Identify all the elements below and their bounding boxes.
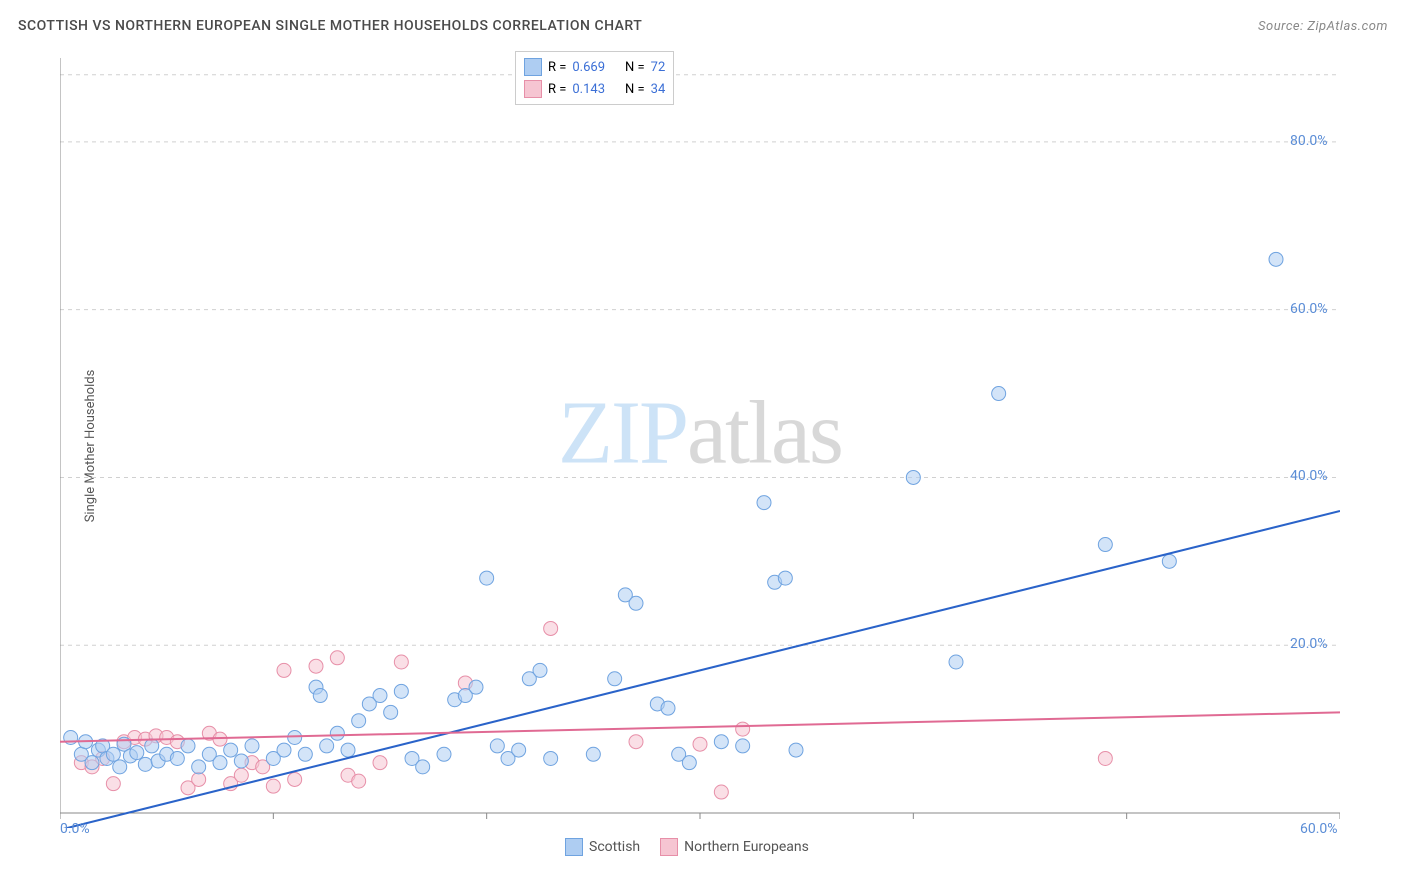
tick-label: 60.0% xyxy=(1300,821,1338,837)
legend-n-scottish: 72 xyxy=(651,60,666,75)
swatch-scottish xyxy=(524,58,542,76)
chart-source: Source: ZipAtlas.com xyxy=(1258,19,1388,34)
legend-n-northern: 34 xyxy=(651,82,666,97)
legend-item-scottish: Scottish xyxy=(565,838,640,856)
legend-r-label: R = xyxy=(548,60,566,75)
swatch-northern xyxy=(524,80,542,98)
legend-r-scottish: 0.669 xyxy=(572,60,605,75)
swatch-scottish-2 xyxy=(565,838,583,856)
legend-r-northern: 0.143 xyxy=(572,82,605,97)
legend-n-label2: N = xyxy=(625,82,645,97)
legend-r-label2: R = xyxy=(548,82,566,97)
legend-n-label: N = xyxy=(625,60,645,75)
swatch-northern-2 xyxy=(660,838,678,856)
series-legend: Scottish Northern Europeans xyxy=(565,838,809,856)
legend-item-northern: Northern Europeans xyxy=(660,838,809,856)
tick-label: 60.0% xyxy=(1290,301,1328,317)
plot-area: ZIPatlas R = 0.669 N = 72 R = 0.143 N = … xyxy=(60,48,1340,828)
legend-row-northern: R = 0.143 N = 34 xyxy=(524,78,665,100)
tick-label: 0.0% xyxy=(60,821,90,837)
tick-label: 80.0% xyxy=(1290,133,1328,149)
legend-label-scottish: Scottish xyxy=(589,839,640,855)
chart-svg xyxy=(60,48,1340,828)
correlation-legend: R = 0.669 N = 72 R = 0.143 N = 34 xyxy=(515,51,674,105)
tick-label: 40.0% xyxy=(1290,468,1328,484)
legend-label-northern: Northern Europeans xyxy=(684,839,809,855)
tick-label: 20.0% xyxy=(1290,636,1328,652)
chart-title: SCOTTISH VS NORTHERN EUROPEAN SINGLE MOT… xyxy=(18,18,642,34)
legend-row-scottish: R = 0.669 N = 72 xyxy=(524,56,665,78)
